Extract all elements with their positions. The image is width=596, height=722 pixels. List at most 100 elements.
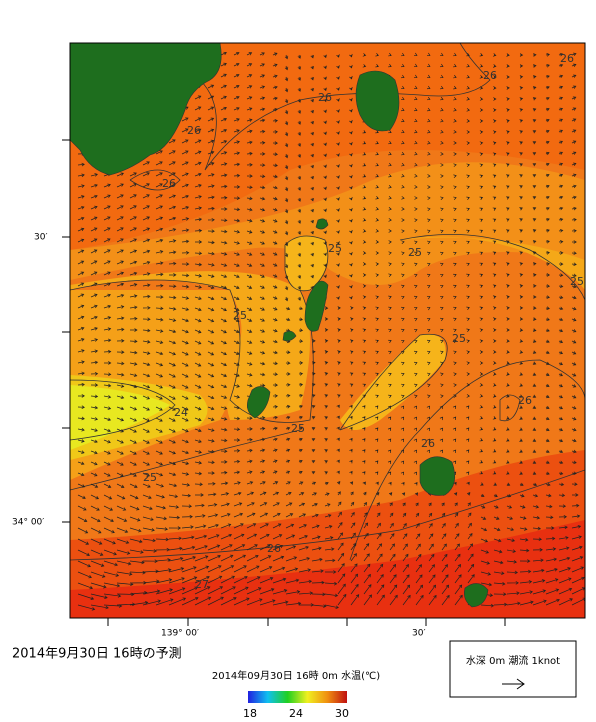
current-arrow	[220, 128, 228, 133]
current-arrow	[388, 306, 392, 311]
current-arrow	[168, 395, 176, 400]
current-arrow	[376, 584, 385, 595]
legend-text: 水深 0m 潮流 1knot	[466, 654, 560, 667]
lon-label: 30′	[412, 629, 426, 639]
current-arrow	[558, 240, 564, 244]
current-arrow	[336, 274, 340, 278]
current-arrow	[440, 141, 444, 145]
current-arrow	[349, 152, 353, 157]
current-arrow	[467, 491, 471, 496]
current-arrow	[142, 373, 151, 378]
current-arrow	[493, 592, 507, 597]
current-arrow	[77, 593, 95, 600]
current-arrow	[571, 427, 577, 432]
current-arrow	[233, 274, 240, 278]
current-arrow	[285, 534, 296, 540]
current-arrow	[362, 152, 367, 156]
current-arrow	[220, 575, 236, 584]
current-arrow	[519, 185, 523, 189]
current-arrow	[323, 263, 327, 268]
current-arrow	[103, 293, 111, 298]
current-arrow	[571, 482, 578, 486]
current-arrow	[246, 340, 253, 344]
current-arrow	[375, 350, 379, 355]
current-arrow	[77, 271, 85, 276]
current-arrow	[571, 306, 577, 311]
current-arrow	[246, 523, 257, 529]
current-arrow	[506, 493, 512, 498]
current-arrow	[310, 131, 314, 136]
map-area: 26 26 26 26 26 25 25 25 25 25 25 25 24 2…	[70, 43, 585, 618]
current-arrow	[387, 416, 392, 420]
current-arrow	[441, 553, 448, 562]
current-arrow	[506, 64, 510, 68]
current-arrow	[571, 373, 577, 377]
current-arrow	[246, 85, 253, 89]
current-arrow	[413, 96, 418, 101]
current-arrow	[571, 262, 577, 267]
current-arrow	[90, 173, 98, 177]
current-arrow	[466, 174, 470, 178]
current-arrow	[440, 306, 444, 311]
current-arrow	[428, 584, 437, 595]
current-arrow	[337, 394, 341, 398]
current-arrow	[194, 117, 202, 122]
current-arrow	[129, 406, 138, 411]
current-arrow	[142, 483, 151, 488]
current-arrow	[376, 533, 382, 540]
current-arrow	[506, 251, 510, 255]
current-arrow	[311, 513, 319, 518]
current-arrow	[466, 481, 470, 486]
current-arrow	[492, 449, 497, 453]
current-arrow	[103, 527, 115, 534]
current-arrow	[428, 533, 434, 540]
current-arrow	[545, 173, 550, 178]
current-arrow	[284, 219, 289, 225]
current-arrow	[362, 174, 367, 178]
current-arrow	[207, 362, 215, 367]
current-arrow	[284, 197, 289, 203]
current-arrow	[440, 295, 444, 300]
current-arrow	[259, 329, 266, 333]
current-arrow	[479, 185, 484, 189]
current-arrow	[181, 362, 189, 367]
current-arrow	[363, 594, 372, 606]
current-arrow	[298, 568, 312, 573]
current-arrow	[375, 438, 379, 442]
current-arrow	[310, 263, 314, 268]
current-arrow	[453, 218, 457, 223]
current-arrow	[129, 249, 138, 254]
current-arrow	[246, 459, 253, 464]
current-arrow	[558, 217, 564, 222]
current-arrow	[532, 339, 537, 343]
current-arrow	[467, 543, 474, 551]
current-arrow	[116, 461, 124, 466]
current-arrow	[246, 52, 253, 56]
current-arrow	[336, 98, 340, 102]
current-arrow	[194, 471, 203, 476]
current-arrow	[207, 565, 222, 573]
current-arrow	[440, 74, 444, 79]
current-arrow	[532, 405, 537, 409]
current-arrow	[116, 305, 125, 309]
current-arrow	[401, 481, 405, 486]
current-arrow	[116, 395, 125, 399]
current-arrow	[571, 493, 579, 497]
current-arrow	[532, 86, 537, 90]
current-arrow	[558, 449, 564, 454]
current-arrow	[375, 140, 379, 145]
current-arrow	[401, 328, 405, 333]
current-arrow	[532, 493, 539, 498]
current-arrow	[375, 339, 379, 344]
current-arrow	[401, 140, 405, 145]
current-arrow	[413, 295, 418, 300]
current-arrow	[285, 404, 291, 409]
current-arrow	[77, 360, 85, 364]
current-arrow	[129, 183, 137, 188]
current-arrow	[285, 590, 301, 595]
current-arrow	[259, 523, 269, 529]
current-arrow	[493, 361, 497, 365]
current-arrow	[441, 533, 447, 540]
current-arrow	[336, 120, 340, 124]
current-arrow	[402, 502, 406, 507]
